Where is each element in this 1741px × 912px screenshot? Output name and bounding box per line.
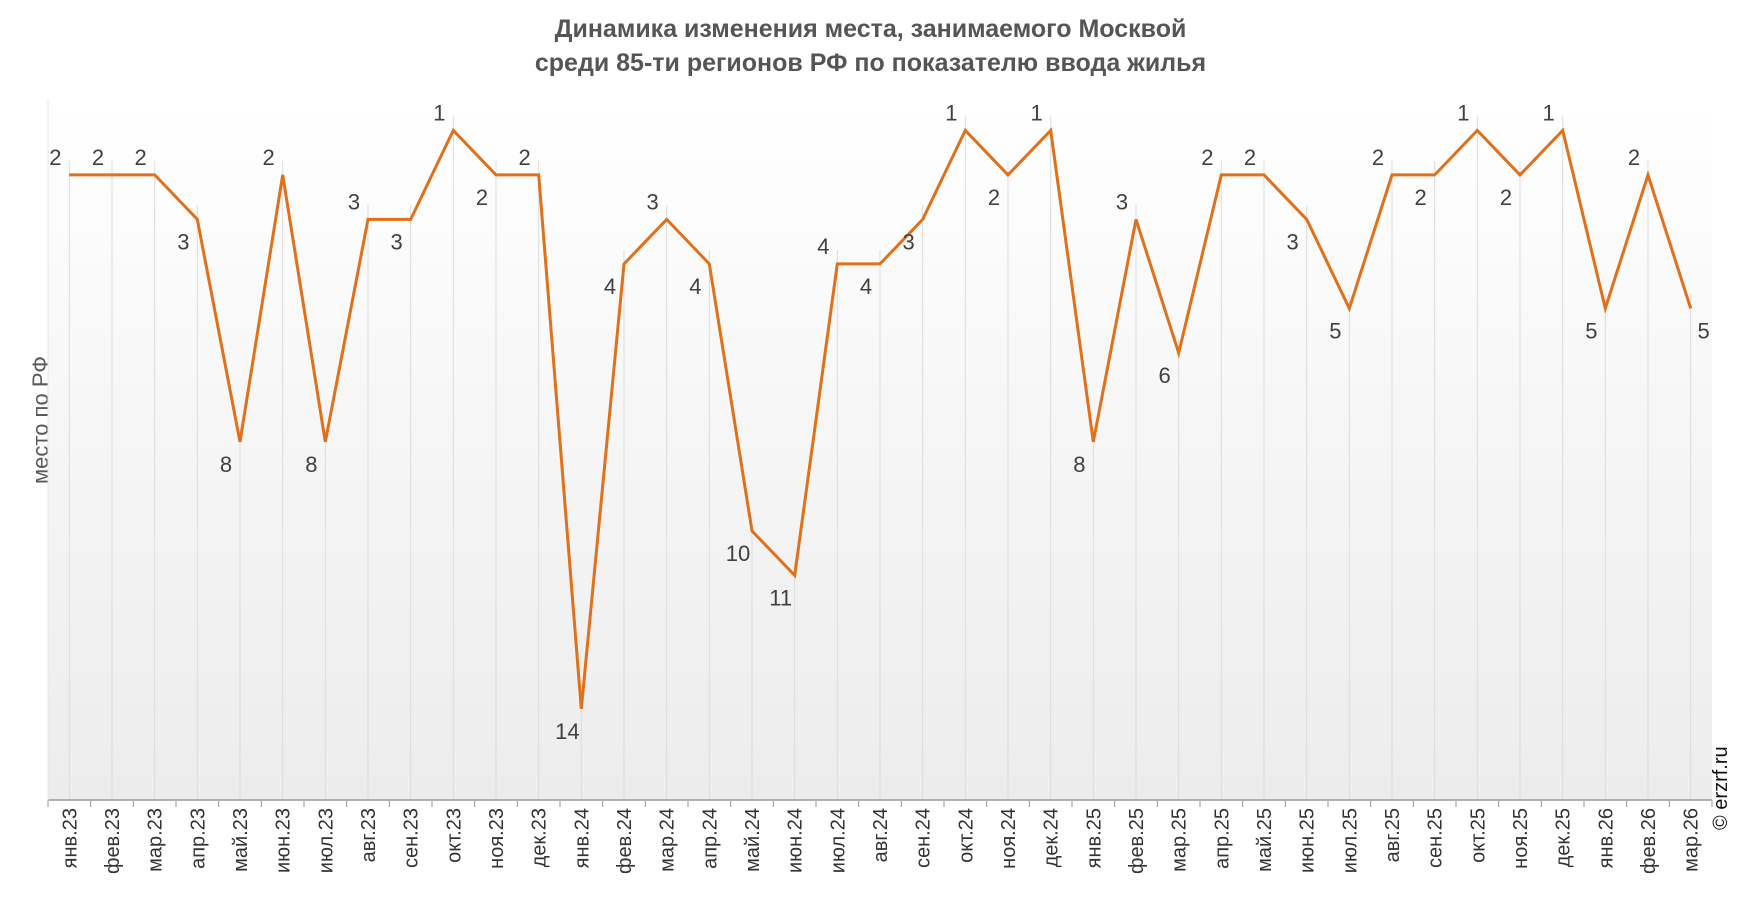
x-tick-label: сен.25 [1425, 808, 1447, 868]
data-label: 3 [903, 229, 915, 254]
data-label: 5 [1585, 318, 1597, 343]
x-tick-label: авг.25 [1382, 808, 1404, 862]
data-label: 2 [1372, 145, 1384, 170]
data-label: 2 [1244, 145, 1256, 170]
data-label: 1 [1543, 100, 1555, 125]
data-label: 5 [1329, 318, 1341, 343]
data-label: 1 [945, 100, 957, 125]
chart-title-line1: Динамика изменения места, занимаемого Мо… [554, 15, 1187, 43]
x-tick-label: фев.26 [1638, 808, 1660, 874]
x-tick-label: мар.23 [145, 808, 167, 872]
data-label: 2 [1500, 185, 1512, 210]
x-tick-label: фев.25 [1126, 808, 1148, 874]
copyright-text: © erzrf.ru [1710, 746, 1732, 830]
x-tick-label: дек.24 [1041, 808, 1063, 867]
x-tick-label: ноя.23 [486, 808, 508, 869]
x-tick-label: окт.25 [1467, 808, 1489, 863]
series-line [69, 127, 1693, 710]
x-tick-label: мар.25 [1169, 808, 1191, 872]
x-tick-label: янв.23 [59, 808, 81, 868]
x-tick-label: апр.24 [699, 808, 721, 869]
data-label: 14 [555, 719, 579, 744]
data-label: 2 [1201, 145, 1213, 170]
copyright-watermark: © erzrf.ru [1706, 680, 1736, 830]
data-label: 8 [305, 452, 317, 477]
x-tick-label: авг.24 [870, 808, 892, 862]
x-tick-label: ноя.25 [1510, 808, 1532, 869]
data-label: 6 [1159, 363, 1171, 388]
x-tick-label: фев.23 [102, 808, 124, 874]
data-label: 2 [476, 185, 488, 210]
data-label: 2 [1415, 185, 1427, 210]
chart-title: Динамика изменения места, занимаемого Мо… [0, 12, 1741, 80]
x-tick-label: апр.25 [1211, 808, 1233, 869]
x-tick-label: июл.25 [1339, 808, 1361, 873]
x-tick-label: май.24 [742, 808, 764, 872]
data-label: 4 [689, 274, 701, 299]
data-label: 2 [49, 145, 61, 170]
data-label: 3 [1116, 189, 1128, 214]
data-label: 11 [769, 585, 792, 610]
x-tick-label: июл.23 [315, 808, 337, 873]
x-tick-label: мар.26 [1681, 808, 1703, 872]
data-label: 2 [92, 145, 104, 170]
x-tick-label: июл.24 [827, 808, 849, 873]
x-tick-label: апр.23 [187, 808, 209, 869]
data-label: 3 [391, 229, 403, 254]
x-tick-label: ноя.24 [998, 808, 1020, 869]
data-label: 1 [1031, 100, 1043, 125]
x-tick-label: янв.25 [1083, 808, 1105, 868]
data-label: 2 [988, 185, 1000, 210]
data-label: 8 [220, 452, 232, 477]
chart-title-line2: среди 85-ти регионов РФ по показателю вв… [534, 49, 1207, 77]
data-label: 2 [263, 145, 275, 170]
data-label: 3 [647, 189, 659, 214]
x-tick-label: фев.24 [614, 808, 636, 874]
x-tick-label: дек.23 [529, 808, 551, 867]
data-label: 5 [1698, 318, 1710, 343]
x-tick-label: май.25 [1254, 808, 1276, 872]
x-tick-label: авг.23 [358, 808, 380, 862]
x-tick-label: окт.23 [443, 808, 465, 863]
data-label: 2 [519, 145, 531, 170]
data-label: 3 [1287, 229, 1299, 254]
x-tick-label: июн.23 [273, 808, 295, 873]
data-label: 4 [860, 274, 872, 299]
data-label: 8 [1073, 452, 1085, 477]
x-tick-label: май.23 [230, 808, 252, 872]
data-label: 3 [348, 189, 360, 214]
data-label: 1 [1457, 100, 1469, 125]
data-label: 10 [726, 541, 750, 566]
x-tick-label: янв.26 [1595, 808, 1617, 868]
x-tick-label: сен.23 [401, 808, 423, 868]
x-tick-label: окт.24 [955, 808, 977, 863]
data-label: 4 [817, 234, 829, 259]
data-label: 4 [604, 274, 616, 299]
x-tick-label: июн.25 [1297, 808, 1319, 873]
x-tick-label: мар.24 [657, 808, 679, 872]
x-tick-label: дек.25 [1553, 808, 1575, 867]
x-tick-label: июн.24 [785, 808, 807, 873]
x-tick-label: сен.24 [913, 808, 935, 868]
data-label: 2 [135, 145, 147, 170]
data-label: 3 [177, 229, 189, 254]
x-tick-label: янв.24 [571, 808, 593, 868]
data-label: 1 [433, 100, 445, 125]
data-label: 2 [1628, 145, 1640, 170]
